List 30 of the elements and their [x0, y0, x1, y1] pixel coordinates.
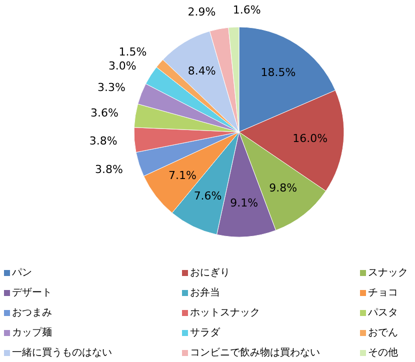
data-label: 1.5% [118, 46, 147, 59]
data-label: 3.8% [89, 134, 118, 148]
data-label: 9.8% [269, 182, 298, 195]
legend-label: おつまみ [12, 308, 52, 318]
data-label: 7.6% [194, 190, 222, 203]
data-label: 3.3% [97, 80, 126, 94]
legend-label: おにぎり [190, 268, 230, 278]
legend-label: おでん [368, 328, 398, 338]
legend-label: その他 [368, 346, 398, 358]
data-label: 1.6% [232, 4, 261, 17]
legend-label: デザート [12, 288, 52, 298]
legend-label: パン [11, 268, 32, 278]
data-label: 9.1% [230, 196, 258, 210]
data-label: 7.1% [168, 169, 196, 182]
legend-label: パスタ [367, 308, 398, 318]
data-label: 3.0% [108, 59, 136, 72]
legend-label: チョコ [368, 288, 398, 298]
legend-label: サラダ [190, 326, 221, 338]
data-label: 3.8% [95, 163, 123, 176]
data-label: 3.6% [90, 106, 118, 120]
legend-label: 一緒に買うものはない [12, 348, 112, 358]
legend-label: カップ麺 [12, 326, 52, 338]
data-label: 2.9% [188, 6, 216, 19]
legend-label: スナック [368, 268, 408, 278]
data-label: 18.5% [260, 66, 296, 79]
legend-label: ホットスナック [190, 308, 260, 318]
data-label: 8.4% [188, 64, 216, 78]
legend-label: お弁当 [190, 286, 220, 298]
data-label: 16.0% [292, 132, 328, 146]
legend-label: コンビニで飲み物は買わない [190, 348, 320, 358]
